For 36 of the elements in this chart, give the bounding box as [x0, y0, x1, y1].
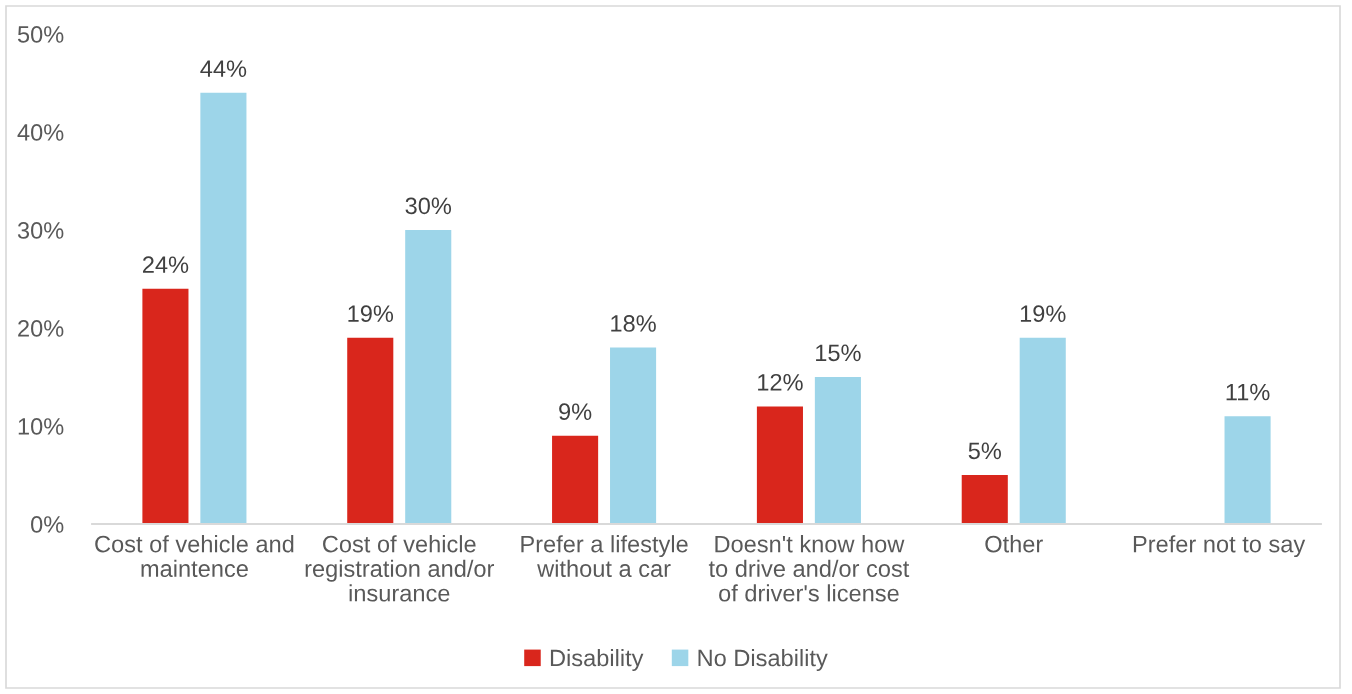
data-label: 5%: [968, 442, 1001, 460]
x-tick-label: Doesn't know how to drive and/or cost of driver's license: [708, 535, 910, 602]
bar: [405, 230, 452, 524]
y-tick-label: 30%: [17, 222, 64, 239]
bar: [756, 406, 803, 524]
bar: [347, 337, 394, 524]
x-tick-label: Cost of vehicle and maintence: [95, 535, 294, 578]
data-label: 24%: [142, 256, 189, 273]
data-label: 44%: [200, 60, 247, 77]
bar: [961, 475, 1008, 524]
data-label: 12%: [758, 373, 803, 391]
data-label: 19%: [1020, 305, 1066, 323]
y-tick-label: 0%: [31, 516, 64, 533]
x-tick-label: Cost of vehicle registration and/or insurance: [305, 535, 495, 602]
bar: [552, 435, 599, 524]
y-tick-label: 10%: [18, 418, 64, 435]
bar: [200, 92, 247, 524]
y-tick-label: 50%: [17, 26, 64, 43]
bar: [1224, 416, 1271, 524]
data-label: 30%: [405, 197, 452, 215]
data-label: 19%: [348, 305, 394, 323]
legend-label: Disability: [550, 648, 644, 672]
data-label: 11%: [1226, 383, 1270, 401]
data-label: 9%: [559, 403, 592, 421]
legend-label: No Disability: [698, 648, 828, 672]
x-tick-label: Other: [985, 535, 1043, 553]
x-tick-label: Prefer a lifestyle without a car: [521, 535, 688, 578]
data-label: 15%: [816, 344, 861, 362]
y-tick-label: 20%: [18, 320, 64, 337]
bar: [610, 347, 657, 524]
bar: [142, 288, 189, 524]
x-tick-label: Prefer not to say: [1133, 535, 1306, 558]
data-label: 18%: [611, 315, 656, 332]
y-tick-label: 40%: [17, 124, 64, 141]
bar: [1019, 337, 1066, 524]
bar: [814, 377, 861, 524]
